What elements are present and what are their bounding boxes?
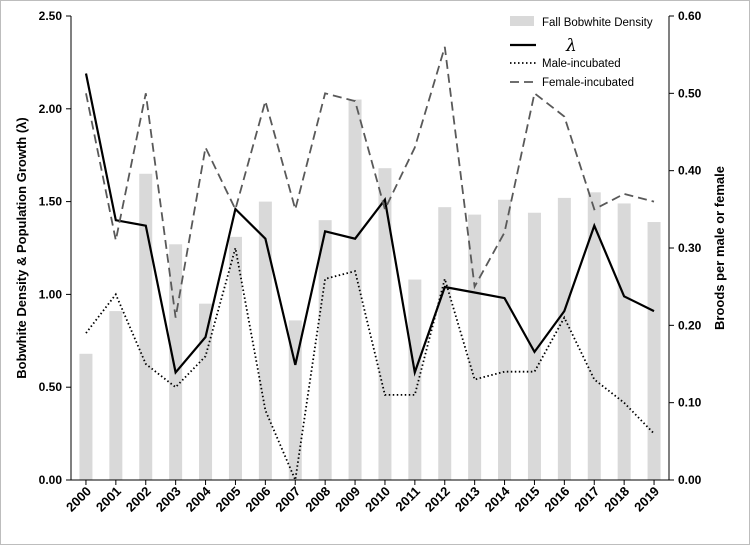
right-tick-label: 0.40 bbox=[678, 164, 702, 178]
density-bar-2013 bbox=[468, 214, 482, 481]
left-tick-label: 0.00 bbox=[39, 473, 63, 487]
right-tick-label: 0.60 bbox=[678, 9, 702, 23]
density-bar-2009 bbox=[348, 99, 362, 481]
x-tick-label: 2003 bbox=[153, 484, 184, 515]
density-bar-2002 bbox=[139, 173, 153, 480]
left-axis-title: Bobwhite Density & Population Growth (λ) bbox=[14, 117, 29, 378]
density-bar-2007 bbox=[288, 320, 302, 480]
density-bar-2012 bbox=[438, 207, 452, 480]
density-bar-2015 bbox=[527, 212, 541, 480]
x-tick-label: 2011 bbox=[392, 484, 423, 515]
legend-swatch-density bbox=[510, 16, 534, 26]
left-tick-label: 0.50 bbox=[39, 380, 63, 394]
density-bar-2011 bbox=[408, 279, 422, 480]
density-bar-2003 bbox=[169, 244, 183, 480]
lambda-line bbox=[84, 73, 655, 377]
density-bar-2010 bbox=[378, 168, 392, 480]
x-tick-label: 2002 bbox=[123, 484, 154, 515]
right-tick-label: 0.20 bbox=[678, 318, 702, 332]
x-tick-label: 2010 bbox=[362, 484, 393, 515]
density-bar-2016 bbox=[557, 197, 571, 480]
left-tick-label: 1.50 bbox=[39, 195, 63, 209]
x-tick-label: 2006 bbox=[242, 484, 273, 515]
legend-label: Female-incubated bbox=[542, 77, 634, 89]
legend-label: Fall Bobwhite Density bbox=[542, 17, 653, 29]
density-bar-2000 bbox=[79, 353, 93, 480]
right-tick-label: 0.30 bbox=[678, 241, 702, 255]
left-tick-label: 2.50 bbox=[39, 9, 63, 23]
male-incubated-line bbox=[85, 247, 655, 484]
x-tick-label: 2018 bbox=[601, 484, 632, 515]
female-incubated-line bbox=[85, 46, 655, 318]
x-tick-label: 2015 bbox=[512, 484, 543, 515]
left-tick-label: 2.00 bbox=[39, 102, 63, 116]
density-bar-2017 bbox=[587, 192, 601, 480]
density-bar-2005 bbox=[228, 236, 242, 480]
right-tick-label: 0.00 bbox=[678, 473, 702, 487]
density-bar-2008 bbox=[318, 220, 332, 480]
x-tick-label: 2007 bbox=[272, 484, 303, 515]
density-bar-2014 bbox=[498, 199, 512, 480]
left-tick-label: 1.00 bbox=[39, 287, 63, 301]
x-tick-label: 2008 bbox=[302, 484, 333, 515]
right-tick-label: 0.50 bbox=[678, 86, 702, 100]
legend-label: λ bbox=[565, 36, 577, 56]
density-bar-2004 bbox=[199, 303, 213, 480]
right-tick-label: 0.10 bbox=[678, 396, 702, 410]
x-tick-label: 2016 bbox=[541, 484, 572, 515]
x-tick-label: 2019 bbox=[631, 484, 662, 515]
density-bar-2001 bbox=[109, 311, 123, 480]
density-bar-2019 bbox=[647, 222, 661, 481]
x-tick-label: 2009 bbox=[332, 484, 363, 515]
density-bar-2006 bbox=[258, 201, 272, 480]
x-tick-label: 2005 bbox=[213, 484, 244, 515]
right-axis-title: Broods per male or female bbox=[712, 166, 727, 330]
x-tick-label: 2000 bbox=[63, 484, 94, 515]
legend-label: Male-incubated bbox=[542, 58, 621, 70]
x-tick-label: 2012 bbox=[422, 484, 453, 515]
x-tick-label: 2001 bbox=[93, 484, 124, 515]
density-bar-2018 bbox=[617, 203, 631, 480]
x-tick-label: 2014 bbox=[482, 483, 514, 515]
x-tick-label: 2004 bbox=[183, 483, 215, 515]
x-tick-label: 2017 bbox=[571, 484, 602, 515]
x-tick-label: 2013 bbox=[452, 484, 483, 515]
